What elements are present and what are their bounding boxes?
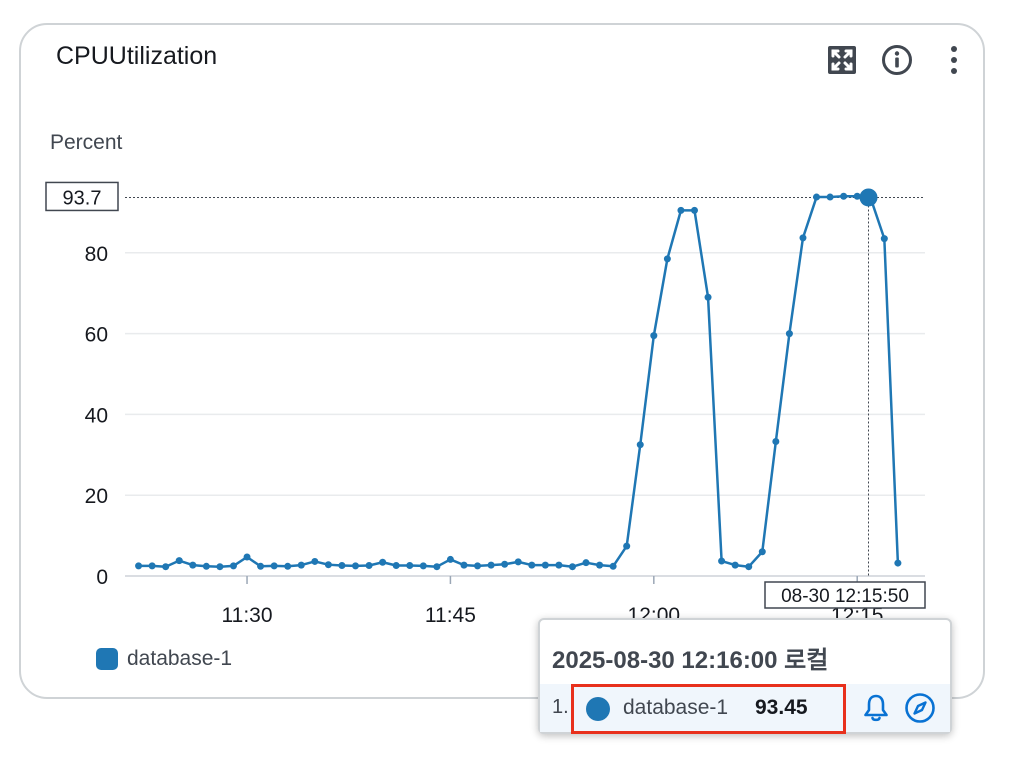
- y-tick-label: 80: [85, 243, 108, 266]
- series-line: [138, 194, 900, 568]
- data-point: [568, 563, 576, 571]
- data-point: [216, 563, 224, 571]
- data-point: [487, 561, 495, 569]
- tooltip-row: 1. database-1 93.45: [540, 684, 950, 734]
- data-point: [474, 562, 482, 570]
- data-point: [460, 561, 468, 569]
- y-axis-unit: Percent: [50, 131, 123, 154]
- data-point: [785, 330, 793, 338]
- data-point: [677, 206, 685, 214]
- data-point: [541, 561, 549, 569]
- data-point: [338, 561, 346, 569]
- data-point: [202, 562, 210, 570]
- data-point: [636, 441, 644, 449]
- data-point: [650, 332, 658, 340]
- data-point: [758, 548, 766, 556]
- data-point: [514, 558, 522, 566]
- y-tick-label: 40: [85, 404, 108, 427]
- crosshair-x-box: [764, 581, 926, 609]
- data-point: [229, 562, 237, 570]
- crosshair-x-label: 08-30 12:15:50: [781, 586, 909, 607]
- data-point: [433, 563, 441, 571]
- highlight-box: [571, 684, 846, 734]
- bell-icon[interactable]: [860, 692, 892, 724]
- widget-title: CPUUtilization: [56, 42, 218, 70]
- data-point: [406, 561, 414, 569]
- legend-item[interactable]: database-1: [96, 647, 232, 671]
- hover-point: [859, 188, 878, 207]
- compass-icon[interactable]: [904, 692, 936, 724]
- data-point: [826, 193, 834, 201]
- data-point: [582, 559, 590, 567]
- data-point: [880, 235, 888, 243]
- info-icon[interactable]: [881, 44, 913, 76]
- data-point: [148, 562, 156, 570]
- y-tick-label: 20: [85, 485, 108, 508]
- data-point: [324, 561, 332, 569]
- data-point: [284, 562, 292, 570]
- data-point: [555, 561, 563, 569]
- data-point: [175, 557, 183, 565]
- tooltip-series-value: 93.45: [755, 696, 808, 719]
- data-point: [162, 563, 170, 571]
- data-point: [297, 561, 305, 569]
- data-point: [243, 553, 251, 561]
- tooltip-title: 2025-08-30 12:16:00 로컬: [552, 647, 829, 674]
- data-point: [419, 562, 427, 570]
- data-point: [731, 561, 739, 569]
- data-point: [528, 561, 536, 569]
- data-point: [446, 555, 454, 563]
- data-point: [352, 562, 360, 570]
- data-point: [853, 192, 861, 200]
- data-point: [135, 562, 143, 570]
- legend-label: database-1: [127, 647, 233, 670]
- data-point: [365, 561, 373, 569]
- data-point: [663, 255, 671, 263]
- data-point: [189, 561, 197, 569]
- tooltip-series-name: database-1: [623, 696, 729, 719]
- data-point: [379, 558, 387, 566]
- tooltip-series-dot: [586, 697, 610, 721]
- data-point: [718, 557, 726, 565]
- data-point: [704, 293, 712, 301]
- data-point: [596, 561, 604, 569]
- crosshair-y-box: [45, 181, 119, 212]
- data-point: [772, 437, 780, 445]
- data-point: [745, 563, 753, 571]
- x-tick-label: 11:45: [425, 604, 476, 627]
- y-tick-label: 0: [96, 566, 108, 589]
- data-point: [311, 557, 319, 565]
- data-point: [690, 206, 698, 214]
- crosshair-y-label: 93.7: [63, 187, 102, 209]
- legend-swatch: [96, 648, 118, 670]
- x-tick-label: 11:30: [222, 604, 273, 627]
- more-vertical-icon[interactable]: [938, 44, 970, 76]
- data-point: [501, 560, 509, 568]
- data-point: [840, 192, 848, 200]
- data-point: [270, 562, 278, 570]
- data-point: [813, 193, 821, 201]
- data-point: [257, 562, 265, 570]
- data-point: [609, 562, 617, 570]
- data-point: [392, 561, 400, 569]
- data-point: [623, 542, 631, 550]
- tooltip-popover: 2025-08-30 12:16:00 로컬 1. database-1 93.…: [538, 618, 952, 734]
- data-point: [799, 234, 807, 242]
- tooltip-row-rank: 1.: [552, 696, 569, 718]
- data-point: [894, 559, 902, 567]
- expand-icon[interactable]: [826, 44, 858, 76]
- y-tick-label: 60: [85, 324, 108, 347]
